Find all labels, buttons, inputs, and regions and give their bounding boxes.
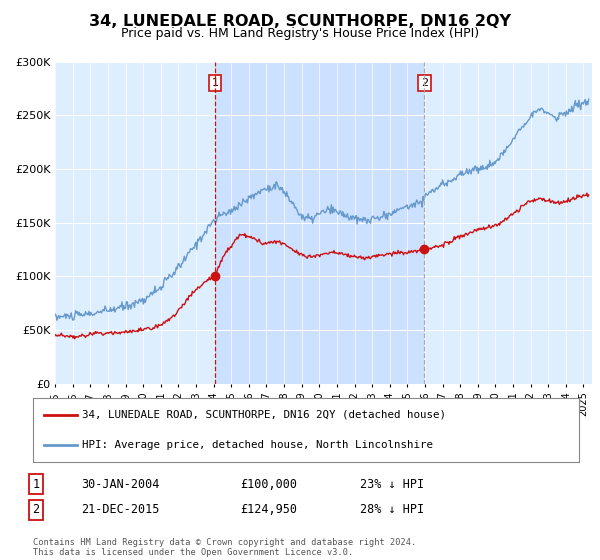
Text: 34, LUNEDALE ROAD, SCUNTHORPE, DN16 2QY (detached house): 34, LUNEDALE ROAD, SCUNTHORPE, DN16 2QY … — [82, 410, 446, 420]
Text: 30-JAN-2004: 30-JAN-2004 — [81, 478, 160, 491]
Text: £124,950: £124,950 — [240, 503, 297, 516]
Text: 21-DEC-2015: 21-DEC-2015 — [81, 503, 160, 516]
Text: Contains HM Land Registry data © Crown copyright and database right 2024.
This d: Contains HM Land Registry data © Crown c… — [33, 538, 416, 557]
Text: £100,000: £100,000 — [240, 478, 297, 491]
Text: 1: 1 — [32, 478, 40, 491]
Text: 2: 2 — [32, 503, 40, 516]
Text: Price paid vs. HM Land Registry's House Price Index (HPI): Price paid vs. HM Land Registry's House … — [121, 27, 479, 40]
Text: 28% ↓ HPI: 28% ↓ HPI — [360, 503, 424, 516]
Text: 23% ↓ HPI: 23% ↓ HPI — [360, 478, 424, 491]
Text: 2: 2 — [421, 78, 428, 88]
Bar — [215, 62, 424, 384]
Text: HPI: Average price, detached house, North Lincolnshire: HPI: Average price, detached house, Nort… — [82, 440, 433, 450]
Text: 34, LUNEDALE ROAD, SCUNTHORPE, DN16 2QY: 34, LUNEDALE ROAD, SCUNTHORPE, DN16 2QY — [89, 14, 511, 29]
Text: 1: 1 — [212, 78, 218, 88]
